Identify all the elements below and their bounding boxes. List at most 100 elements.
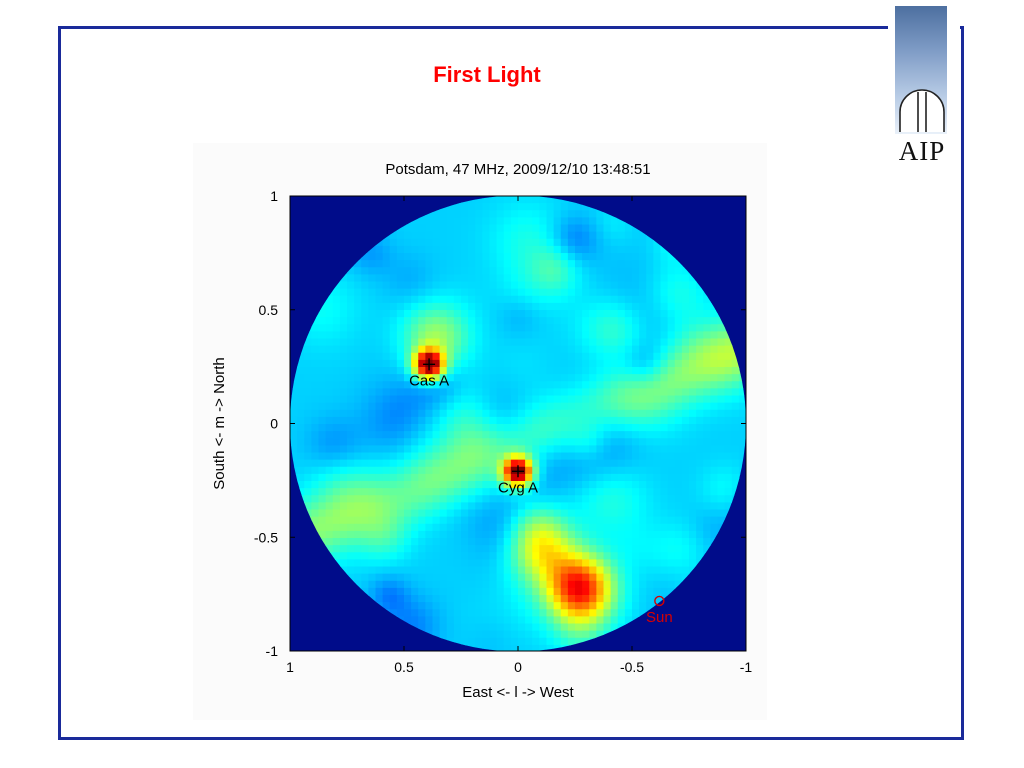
sky-pixel xyxy=(297,402,305,411)
sky-pixel xyxy=(567,559,576,568)
sky-pixel xyxy=(532,374,540,382)
sky-pixel xyxy=(610,587,619,596)
sky-pixel xyxy=(639,416,647,425)
sky-pixel xyxy=(453,359,462,368)
sky-pixel xyxy=(489,573,498,582)
sky-pixel xyxy=(482,538,491,546)
sky-pixel xyxy=(518,602,526,610)
sky-pixel xyxy=(361,431,369,439)
sky-pixel xyxy=(446,260,455,268)
sky-pixel xyxy=(311,481,320,489)
sky-pixel xyxy=(582,381,590,389)
sky-pixel xyxy=(646,473,654,482)
sky-pixel xyxy=(596,445,605,454)
sky-pixel xyxy=(518,381,526,389)
sky-pixel xyxy=(539,409,548,418)
sky-pixel xyxy=(347,359,355,368)
sky-pixel xyxy=(589,253,597,261)
sky-pixel xyxy=(496,238,505,247)
sky-pixel xyxy=(603,431,612,439)
sky-pixel xyxy=(439,445,448,454)
sky-pixel xyxy=(560,231,569,240)
sky-pixel xyxy=(596,409,605,418)
sky-pixel xyxy=(646,459,654,468)
sky-pixel xyxy=(617,559,626,568)
sky-pixel xyxy=(703,545,711,553)
sky-pixel xyxy=(738,452,746,461)
sky-pixel xyxy=(432,352,441,361)
sky-pixel xyxy=(539,253,548,261)
sky-pixel xyxy=(468,445,476,454)
sky-pixel xyxy=(617,466,626,475)
sky-pixel xyxy=(503,523,512,532)
sky-pixel xyxy=(482,295,491,304)
sky-pixel xyxy=(553,516,562,525)
sky-pixel xyxy=(332,331,341,340)
sky-pixel xyxy=(553,367,562,375)
y-tick-label: -0.5 xyxy=(254,529,278,545)
sky-pixel xyxy=(404,253,412,261)
sky-pixel xyxy=(396,509,405,518)
sky-pixel xyxy=(368,459,377,468)
sky-pixel xyxy=(503,310,512,318)
sky-pixel xyxy=(489,445,498,454)
sky-pixel xyxy=(575,338,583,347)
sky-pixel xyxy=(332,466,341,475)
sky-pixel xyxy=(325,331,334,340)
sky-pixel xyxy=(525,580,533,589)
sky-pixel xyxy=(396,267,405,275)
sky-pixel xyxy=(567,317,576,325)
sky-pixel xyxy=(404,530,412,539)
sky-pixel xyxy=(639,459,647,468)
sky-pixel xyxy=(510,295,519,304)
sky-pixel xyxy=(596,530,605,539)
sky-pixel xyxy=(311,409,320,418)
sky-pixel xyxy=(332,302,341,311)
sky-pixel xyxy=(318,310,327,318)
sky-pixel xyxy=(339,552,348,560)
sky-pixel xyxy=(518,224,526,233)
sky-pixel xyxy=(475,295,483,304)
sky-pixel xyxy=(653,495,662,503)
sky-pixel xyxy=(532,381,540,389)
sky-pixel xyxy=(539,317,548,325)
sky-pixel xyxy=(575,238,583,247)
sky-pixel xyxy=(596,260,605,268)
sky-pixel xyxy=(653,409,662,418)
sky-pixel xyxy=(681,530,690,539)
sky-pixel xyxy=(425,609,434,617)
sky-pixel xyxy=(489,402,498,411)
sky-pixel xyxy=(632,552,640,560)
sky-pixel xyxy=(575,260,583,268)
sky-pixel xyxy=(532,424,540,432)
sky-pixel xyxy=(525,345,533,354)
sky-pixel xyxy=(646,260,654,268)
sky-pixel xyxy=(404,274,412,283)
sky-pixel xyxy=(361,559,369,568)
sky-pixel xyxy=(446,580,455,589)
sky-pixel xyxy=(575,253,583,261)
sky-pixel xyxy=(624,488,633,496)
sky-pixel xyxy=(411,438,419,446)
sky-pixel xyxy=(624,530,633,539)
sky-pixel xyxy=(411,324,419,332)
sky-pixel xyxy=(482,616,491,625)
sky-pixel xyxy=(332,438,341,446)
sky-pixel xyxy=(575,345,583,354)
sky-pixel xyxy=(624,345,633,354)
sky-pixel xyxy=(382,345,391,354)
sky-pixel xyxy=(610,331,619,340)
sky-pixel xyxy=(717,395,726,404)
sky-pixel xyxy=(525,281,533,290)
sky-pixel xyxy=(318,466,327,475)
sky-pixel xyxy=(446,217,455,226)
sky-pixel xyxy=(646,359,654,368)
sky-pixel xyxy=(532,552,540,560)
sky-pixel xyxy=(674,516,683,525)
sky-pixel xyxy=(532,302,540,311)
sky-pixel xyxy=(653,253,662,261)
sky-pixel xyxy=(567,587,576,596)
sky-pixel xyxy=(660,481,669,489)
sky-pixel xyxy=(404,288,412,297)
sky-pixel xyxy=(318,395,327,404)
